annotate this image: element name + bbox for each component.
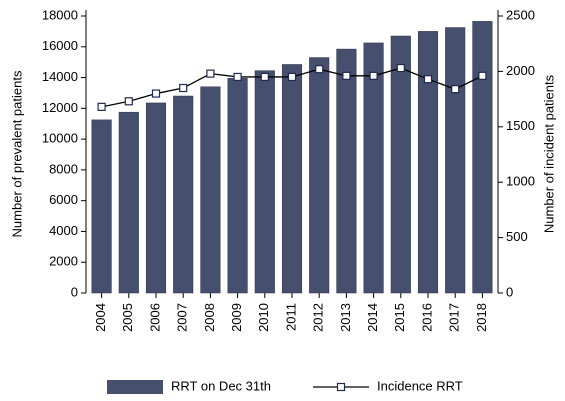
y-tick-label: 14000 [42,69,78,84]
bar [173,95,194,294]
legend-label: Incidence RRT [377,378,463,393]
bar [390,35,411,294]
bar [472,21,493,294]
y2-tick-label: 1500 [506,118,535,133]
y2-tick-label: 1000 [506,174,535,189]
x-tick-label: 2005 [120,303,135,332]
bar [445,27,466,294]
y-tick-label: 0 [71,284,78,299]
bar [145,102,167,294]
bar [363,42,384,294]
line-marker [396,63,405,73]
line-marker [97,102,106,111]
line-marker [124,97,133,106]
y-tick-label: 18000 [42,7,78,22]
x-tick-label: 2015 [392,303,407,332]
bar [118,111,139,294]
y2-tick-label: 500 [506,229,528,244]
y2-tick-label: 2000 [506,63,535,78]
x-tick-label: 2017 [447,303,462,332]
bar [91,119,112,294]
y-axis-label: Number of prevalent patients [9,70,24,237]
y2-tick-label: 2500 [506,7,535,22]
x-tick-label: 2014 [365,303,380,332]
bar [417,31,439,294]
x-tick-label: 2008 [202,303,217,332]
x-tick-label: 2016 [419,303,434,332]
line-marker [233,72,242,82]
line-marker [342,71,351,80]
x-tick-label: 2009 [229,303,244,332]
x-tick-label: 2011 [283,303,298,331]
y-tick-label: 8000 [49,161,78,176]
x-tick-label: 2018 [474,303,489,332]
y2-axis-label: Number of incident patients [541,74,556,233]
line-marker [287,72,297,82]
bar [254,70,275,294]
line-marker [369,71,378,80]
x-tick-label: 2013 [338,303,353,332]
x-tick-label: 2010 [256,303,271,332]
bar [336,48,357,294]
line-marker [179,83,188,93]
line-marker [315,65,324,74]
y-tick-label: 12000 [42,100,78,115]
line-marker [151,89,161,98]
y-tick-label: 4000 [49,223,78,238]
y2-tick-label: 0 [506,284,513,299]
y-tick-label: 2000 [49,254,78,269]
line-marker [206,69,215,78]
y-tick-label: 6000 [49,192,78,207]
x-tick-label: 2004 [93,303,108,332]
line-marker [478,71,487,80]
line-marker [451,85,460,94]
bar [227,78,248,294]
bar [309,57,330,294]
line-marker [423,75,433,84]
bar [281,64,303,294]
y-tick-label: 16000 [42,38,78,53]
legend-swatch [107,380,163,394]
x-tick-label: 2012 [311,303,326,332]
legend-label: RRT on Dec 31th [171,378,271,393]
x-tick-label: 2007 [175,303,190,332]
y-tick-label: 10000 [42,131,78,146]
x-tick-label: 2006 [147,303,162,332]
bar [200,86,221,294]
line-marker [260,72,269,82]
legend-marker [336,382,346,392]
